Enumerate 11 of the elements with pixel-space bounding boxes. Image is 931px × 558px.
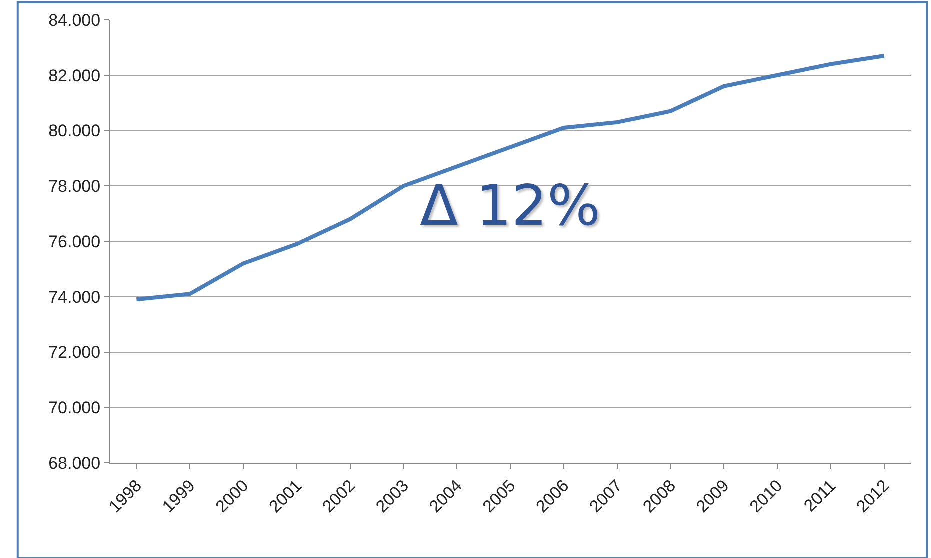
y-tick-label: 84.000 — [48, 10, 101, 30]
line-series — [134, 54, 886, 302]
annotation: Δ 12% — [420, 174, 601, 239]
y-tick-label: 68.000 — [48, 454, 101, 473]
y-tick-label: 78.000 — [48, 177, 101, 196]
y-tick-label: 70.000 — [48, 398, 101, 418]
y-tick-label: 80.000 — [48, 122, 101, 141]
y-tick-label: 74.000 — [48, 288, 101, 307]
y-tick-label: 76.000 — [48, 232, 101, 252]
y-tick-label: 82.000 — [48, 66, 101, 86]
y-tick-label: 72.000 — [48, 343, 101, 362]
